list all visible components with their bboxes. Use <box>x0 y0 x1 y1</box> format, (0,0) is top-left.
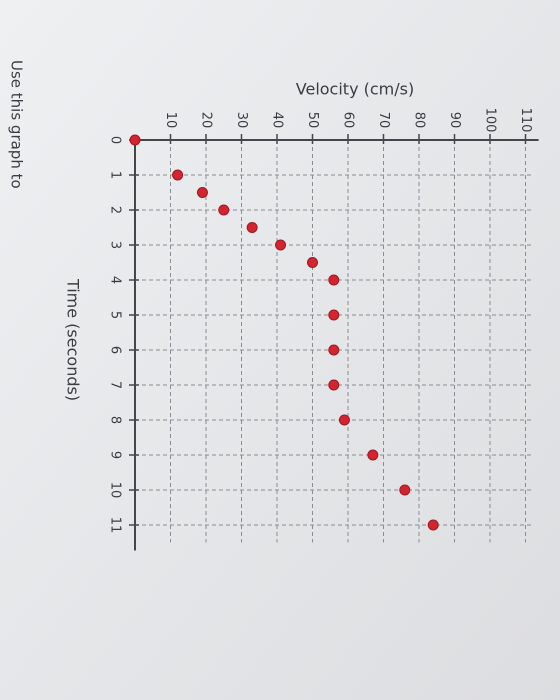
x-tick-label: 3 <box>108 241 123 249</box>
y-tick-label: 40 <box>270 112 285 129</box>
x-tick-label: 11 <box>108 517 123 534</box>
y-tick-label: 100 <box>483 108 498 133</box>
x-tick-label: 1 <box>108 171 123 179</box>
x-tick-label: 0 <box>108 136 123 144</box>
data-point <box>196 187 208 198</box>
data-point <box>399 484 411 496</box>
y-tick-label: 80 <box>412 112 427 129</box>
y-tick-label: 110 <box>518 108 533 133</box>
y-tick-label: 60 <box>341 112 356 129</box>
x-axis-label: Time (seconds) <box>64 278 83 401</box>
y-tick-label: 50 <box>305 112 320 129</box>
y-tick-label: 30 <box>234 112 249 129</box>
y-tick-label: 90 <box>447 112 462 129</box>
note: Use this graph to <box>8 60 26 189</box>
data-point <box>427 519 439 531</box>
data-point <box>328 309 340 321</box>
data-point <box>129 134 141 146</box>
data-point <box>218 204 230 216</box>
data-point <box>307 257 318 268</box>
y-tick-label: 70 <box>376 112 391 129</box>
data-point <box>338 414 350 426</box>
x-tick-label: 4 <box>108 276 123 284</box>
y-axis-label: Velocity (cm/s) <box>296 80 414 99</box>
y-tick-label: 20 <box>199 112 214 129</box>
data-point <box>367 449 379 461</box>
data-point <box>246 222 258 233</box>
x-tick-label: 8 <box>108 416 123 424</box>
x-tick-label: 5 <box>108 311 123 319</box>
x-tick-label: 9 <box>108 451 123 459</box>
x-tick-label: 10 <box>108 482 123 499</box>
data-point <box>328 274 340 286</box>
data-point <box>328 344 340 356</box>
y-tick-label: 10 <box>163 112 178 129</box>
data-point <box>275 239 287 251</box>
x-tick-label: 6 <box>108 346 123 354</box>
data-point <box>328 379 340 391</box>
x-tick-label: 7 <box>108 381 123 389</box>
x-tick-label: 2 <box>108 206 123 214</box>
data-point <box>172 169 184 181</box>
